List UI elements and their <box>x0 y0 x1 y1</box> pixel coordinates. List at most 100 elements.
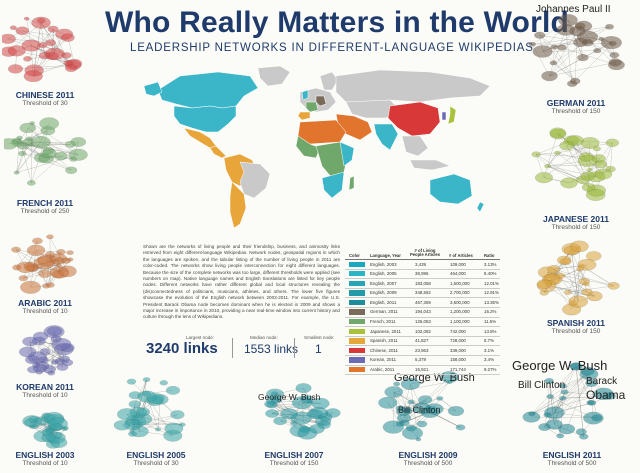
row-ratio: 13.8% <box>484 328 497 334</box>
network-node <box>601 36 622 50</box>
network-node <box>38 42 48 49</box>
map-greenland <box>257 65 291 87</box>
network-edge <box>549 62 616 77</box>
network-node <box>608 58 622 67</box>
network-edge <box>567 285 614 293</box>
network-node <box>11 246 21 253</box>
row-living: 5,379 <box>415 357 426 363</box>
network-node <box>55 257 64 263</box>
network-node <box>550 44 559 50</box>
poster-title: Who Really Matters in the World <box>105 6 570 39</box>
network-node <box>41 429 54 436</box>
network-node <box>585 379 598 387</box>
map-west-africa <box>295 135 321 159</box>
network-node <box>300 395 314 404</box>
network-node <box>547 265 561 274</box>
node-label-german-top: Johannes Paul II <box>536 4 611 15</box>
network-edge <box>134 379 147 405</box>
map-australia <box>429 173 473 205</box>
table-row: French, 2011 126,053 1,100,000 11.5% <box>345 318 500 328</box>
network-node <box>273 416 287 426</box>
row-ratio: 5.7% <box>484 338 495 344</box>
network-node <box>563 290 572 295</box>
network-node <box>8 64 23 74</box>
network-korean <box>6 324 84 380</box>
network-node <box>46 234 54 240</box>
network-node <box>378 396 398 409</box>
row-ratio: 8.40% <box>484 271 497 277</box>
network-node <box>130 419 140 425</box>
row-language: English, 2005 <box>370 271 397 277</box>
row-color-swatch <box>349 280 365 287</box>
network-node <box>271 391 279 397</box>
row-language: Spanish, 2011 <box>370 338 398 344</box>
network-node <box>54 152 68 161</box>
network-node <box>593 146 601 152</box>
table-header: Color Language, Year # of Living People … <box>345 247 500 260</box>
network-node <box>2 33 16 44</box>
network-edge <box>16 153 23 173</box>
map-east-africa <box>339 141 355 167</box>
map-new-zealand <box>476 201 485 213</box>
node-label-e2009-clinton: Bill Clinton <box>398 405 441 415</box>
stat-median-value: 1553 links <box>244 342 299 356</box>
network-node <box>29 121 35 125</box>
network-edge <box>557 133 589 177</box>
row-living: 467,369 <box>415 299 431 305</box>
caption-french-threshold: Threshold of 250 <box>20 208 70 215</box>
row-ratio: 11.5% <box>484 319 497 325</box>
network-node <box>543 412 552 418</box>
network-node <box>126 378 137 385</box>
row-ratio: 3.13% <box>484 261 497 267</box>
network-node <box>155 427 162 432</box>
caption-english2011-lang: ENGLISH 2011 <box>542 450 602 460</box>
network-node <box>4 138 18 150</box>
row-articles: 2,700,000 <box>450 290 470 296</box>
row-ratio: 3.4% <box>484 357 495 363</box>
network-node <box>27 180 36 186</box>
network-node <box>531 151 541 158</box>
caption-english2009: ENGLISH 2009 Threshold of 500 <box>382 450 474 467</box>
network-node <box>403 408 413 415</box>
network-node <box>25 136 33 141</box>
network-node <box>528 41 536 47</box>
map-japan <box>447 105 457 125</box>
row-ratio: 9.27% <box>484 367 497 373</box>
network-node <box>384 386 404 398</box>
network-node <box>30 136 51 149</box>
network-edge <box>531 398 563 414</box>
world-map <box>143 65 491 229</box>
network-node <box>559 383 567 389</box>
network-node <box>568 295 588 308</box>
row-color-swatch <box>349 347 365 354</box>
network-node <box>23 16 30 21</box>
network-node <box>67 257 74 262</box>
table-row: English, 2003 3,439 109,000 3.13% <box>345 260 500 270</box>
network-node <box>395 421 405 427</box>
map-central-america <box>209 145 227 159</box>
network-node <box>402 426 423 440</box>
network-node <box>549 127 566 138</box>
row-language: German, 2011 <box>370 309 398 315</box>
row-ratio: 13.35% <box>484 299 499 305</box>
network-node <box>559 141 575 151</box>
row-ratio: 12.91% <box>484 290 499 296</box>
network-node <box>558 14 578 27</box>
network-french <box>4 112 88 194</box>
table-row: English, 2005 38,996 464,000 8.40% <box>345 270 500 280</box>
network-node <box>416 420 428 428</box>
network-edge <box>531 393 604 414</box>
network-japanese <box>516 118 636 212</box>
row-language: Arabic, 2011 <box>370 367 395 373</box>
network-node <box>544 378 554 384</box>
network-edge <box>557 152 589 177</box>
network-edge <box>536 154 587 158</box>
network-node <box>576 266 584 272</box>
network-node <box>446 379 453 384</box>
network-node <box>586 251 602 261</box>
caption-japanese: JAPANESE 2011 Threshold of 150 <box>530 214 622 231</box>
table-row: Spanish, 2011 41,827 728,000 5.7% <box>345 337 500 347</box>
network-node <box>7 45 26 57</box>
network-node <box>147 393 165 404</box>
map-china <box>387 101 441 137</box>
